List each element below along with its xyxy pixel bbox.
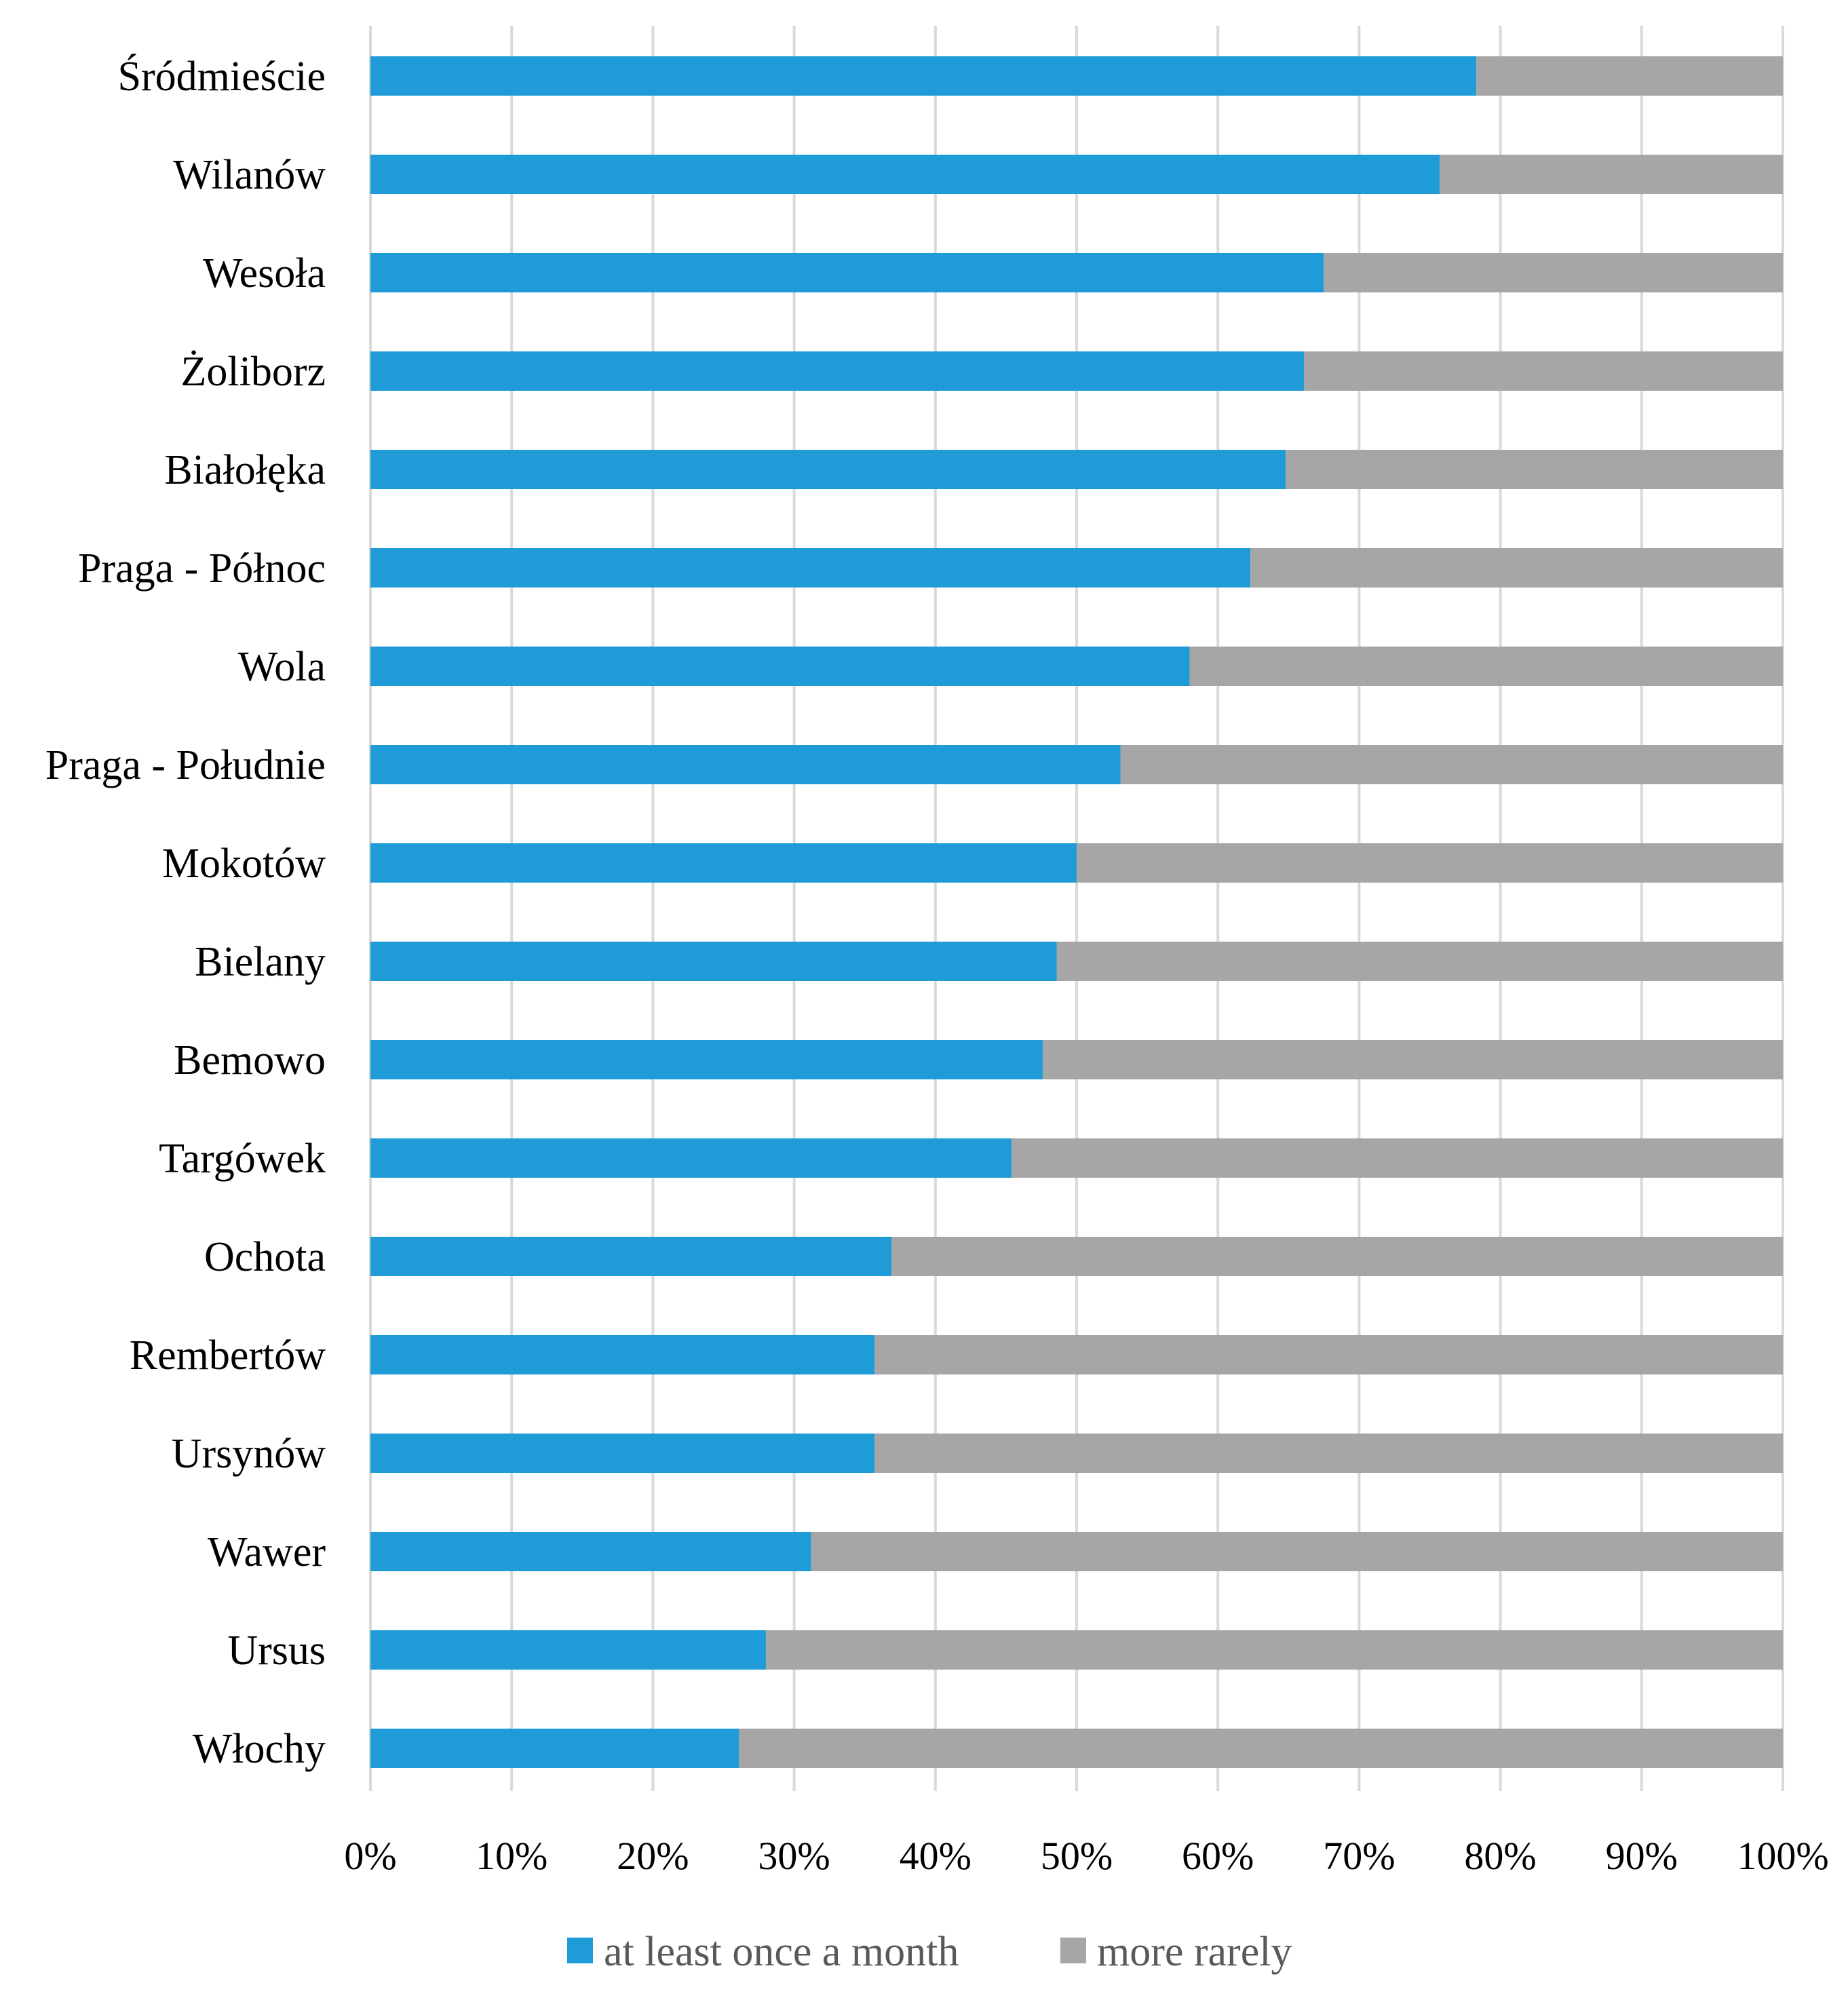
x-tick-label: 10%	[476, 1834, 547, 1878]
bar-at-least-once-a-month	[370, 1434, 875, 1473]
legend-swatch	[1060, 1938, 1086, 1963]
bar-more-rarely	[1120, 745, 1783, 784]
bar-at-least-once-a-month	[370, 1532, 811, 1571]
gridlines	[369, 26, 1784, 1791]
bar-more-rarely	[1056, 942, 1783, 981]
bar-at-least-once-a-month	[370, 1335, 875, 1374]
category-label: Bielany	[195, 939, 326, 985]
bar-at-least-once-a-month	[370, 253, 1324, 292]
legend-label: at least once a month	[604, 1929, 959, 1975]
bar-at-least-once-a-month	[370, 1729, 739, 1768]
category-label: Ochota	[204, 1234, 326, 1280]
x-tick-label: 40%	[900, 1834, 971, 1878]
bar-more-rarely	[1304, 351, 1783, 391]
bar-at-least-once-a-month	[370, 1138, 1012, 1178]
x-tick-label: 30%	[758, 1834, 830, 1878]
x-tick-label: 60%	[1182, 1834, 1254, 1878]
bar-more-rarely	[1324, 253, 1783, 292]
bars	[370, 56, 1783, 1768]
bar-at-least-once-a-month	[370, 1630, 766, 1670]
x-tick-label: 0%	[344, 1834, 396, 1878]
x-tick-label: 70%	[1323, 1834, 1395, 1878]
bar-at-least-once-a-month	[370, 450, 1286, 489]
category-label: Ursynów	[172, 1431, 326, 1477]
legend-swatch	[567, 1938, 593, 1963]
category-label: Targówek	[159, 1136, 326, 1182]
x-tick-label: 80%	[1464, 1834, 1536, 1878]
x-tick-label: 100%	[1737, 1834, 1828, 1878]
bar-more-rarely	[739, 1729, 1783, 1768]
x-axis-tick-labels: 0% 10% 20% 30% 40% 50% 60% 70% 80% 90% 100%	[344, 1834, 1828, 1878]
x-tick-label: 50%	[1041, 1834, 1113, 1878]
category-label: Bemowo	[174, 1037, 326, 1083]
category-label: Mokotów	[162, 841, 326, 887]
bar-at-least-once-a-month	[370, 1237, 892, 1276]
category-label: Praga - Południe	[45, 742, 326, 788]
x-tick-label: 90%	[1606, 1834, 1678, 1878]
bar-more-rarely	[891, 1237, 1783, 1276]
category-label: Ursus	[227, 1628, 326, 1674]
bar-at-least-once-a-month	[370, 745, 1121, 784]
bar-more-rarely	[1440, 155, 1783, 194]
bar-more-rarely	[765, 1630, 1783, 1670]
bar-more-rarely	[811, 1532, 1783, 1571]
bar-more-rarely	[1476, 56, 1783, 96]
category-label: Żoliborz	[181, 349, 326, 395]
bar-at-least-once-a-month	[370, 351, 1305, 391]
x-tick-label: 20%	[617, 1834, 689, 1878]
category-label: Wesoła	[203, 250, 326, 296]
legend-label: more rarely	[1097, 1929, 1292, 1975]
category-label: Praga - Północ	[78, 545, 326, 592]
bar-at-least-once-a-month	[370, 1040, 1043, 1079]
bar-more-rarely	[1012, 1138, 1783, 1178]
bar-more-rarely	[1077, 843, 1783, 883]
category-label: Białołęka	[164, 447, 326, 493]
category-label: Wilanów	[173, 152, 326, 198]
bar-at-least-once-a-month	[370, 155, 1440, 194]
bar-at-least-once-a-month	[370, 942, 1057, 981]
category-label: Wawer	[208, 1529, 326, 1575]
legend: at least once a month more rarely	[567, 1929, 1292, 1975]
bar-at-least-once-a-month	[370, 548, 1251, 588]
category-label: Wola	[238, 644, 326, 690]
bar-more-rarely	[874, 1434, 1783, 1473]
bar-more-rarely	[874, 1335, 1783, 1374]
bar-more-rarely	[1043, 1040, 1783, 1079]
bar-at-least-once-a-month	[370, 647, 1190, 686]
bar-more-rarely	[1189, 647, 1783, 686]
bar-more-rarely	[1250, 548, 1783, 588]
bar-more-rarely	[1286, 450, 1783, 489]
category-label: Włochy	[193, 1726, 326, 1772]
bar-at-least-once-a-month	[370, 56, 1477, 96]
category-label: Śródmieście	[118, 54, 326, 100]
category-label: Rembertów	[130, 1332, 326, 1379]
category-labels: Śródmieście Wilanów Wesoła Żoliborz Białołęk…	[45, 54, 326, 1772]
bar-at-least-once-a-month	[370, 843, 1077, 883]
